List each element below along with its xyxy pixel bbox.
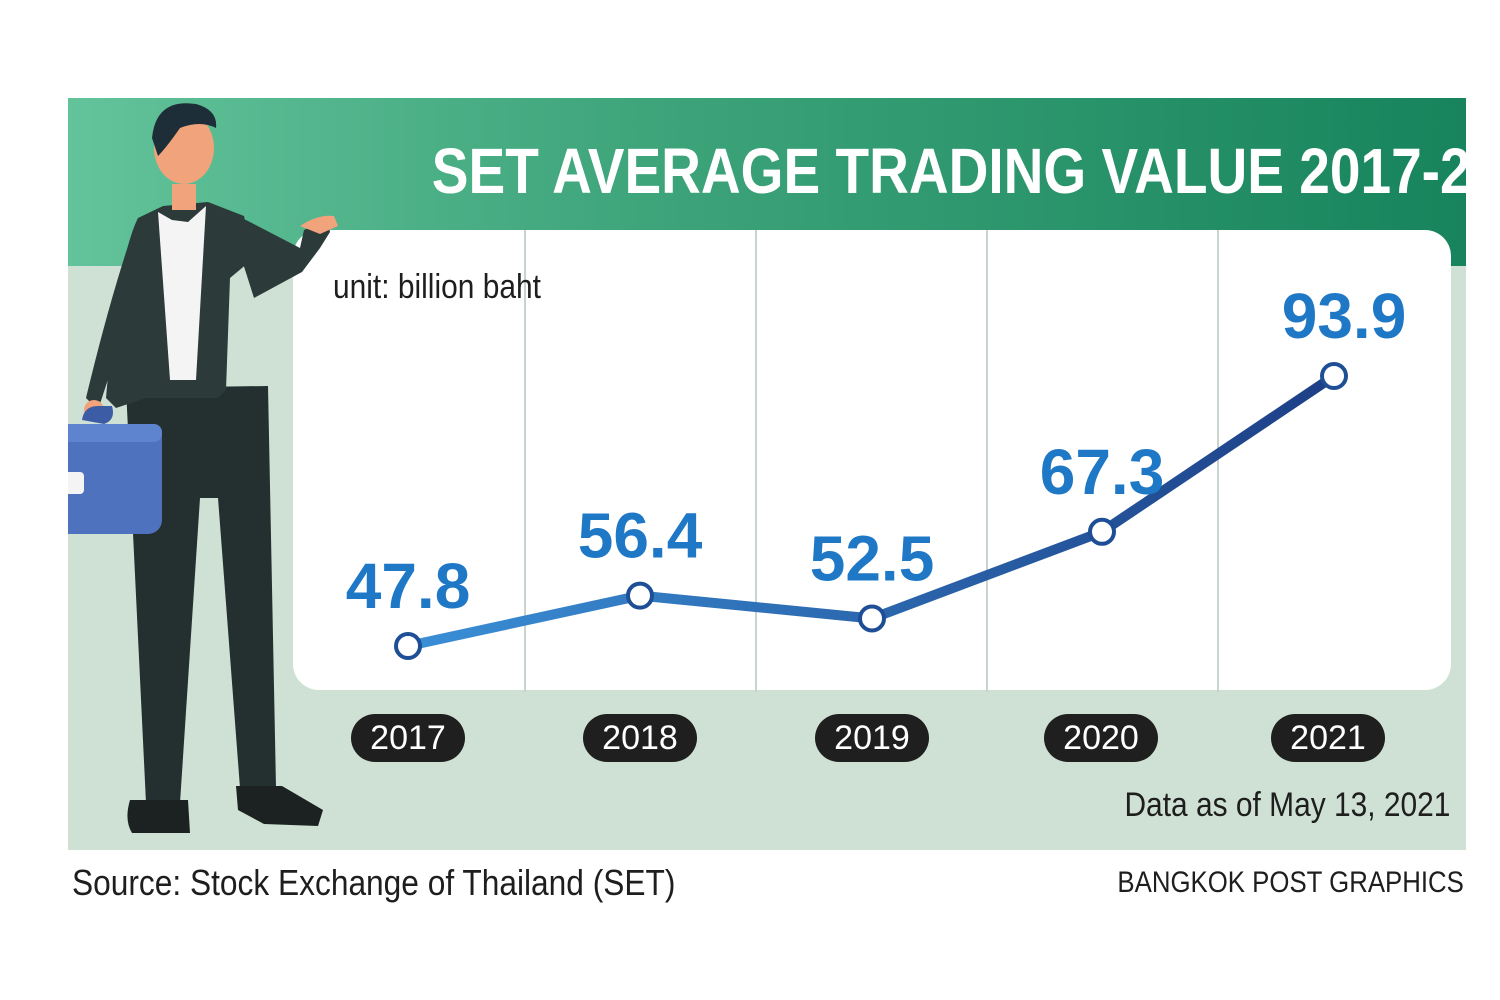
label-layer: 47.8 56.4 52.5 67.3 93.9 xyxy=(346,280,1407,622)
data-date-note: Data as of May 13, 2021 xyxy=(1124,786,1450,824)
data-label: 67.3 xyxy=(1040,436,1165,508)
x-tick-label: 2019 xyxy=(815,714,929,762)
graphics-credit: BANGKOK POST GRAPHICS xyxy=(1117,866,1464,899)
data-point xyxy=(1088,517,1116,546)
data-label: 47.8 xyxy=(346,550,471,622)
chart-title: SET AVERAGE TRADING VALUE 2017-21 xyxy=(431,135,1466,207)
gridline xyxy=(524,230,526,692)
gridline xyxy=(986,230,988,692)
data-point xyxy=(1320,362,1348,390)
data-point xyxy=(626,581,654,610)
x-tick-label: 2018 xyxy=(583,714,697,762)
unit-label: unit: billion baht xyxy=(333,268,541,306)
x-tick-label: 2021 xyxy=(1271,714,1385,762)
gridline xyxy=(755,230,757,692)
data-point xyxy=(394,632,422,660)
data-label: 52.5 xyxy=(810,522,935,594)
businessman-with-briefcase-icon xyxy=(68,103,338,833)
x-tick-label: 2017 xyxy=(351,714,465,762)
line-chart: 47.8 56.4 52.5 67.3 93.9 xyxy=(346,280,1407,660)
data-point xyxy=(858,604,886,633)
series-layer xyxy=(394,362,1348,660)
data-label: 56.4 xyxy=(578,500,703,572)
source-note: Source: Stock Exchange of Thailand (SET) xyxy=(72,862,676,903)
infographic-frame: SET AVERAGE TRADING VALUE 2017-21 unit: … xyxy=(68,98,1466,850)
x-tick-label: 2020 xyxy=(1044,714,1158,762)
data-label: 93.9 xyxy=(1282,280,1407,352)
gridline xyxy=(1217,230,1219,692)
